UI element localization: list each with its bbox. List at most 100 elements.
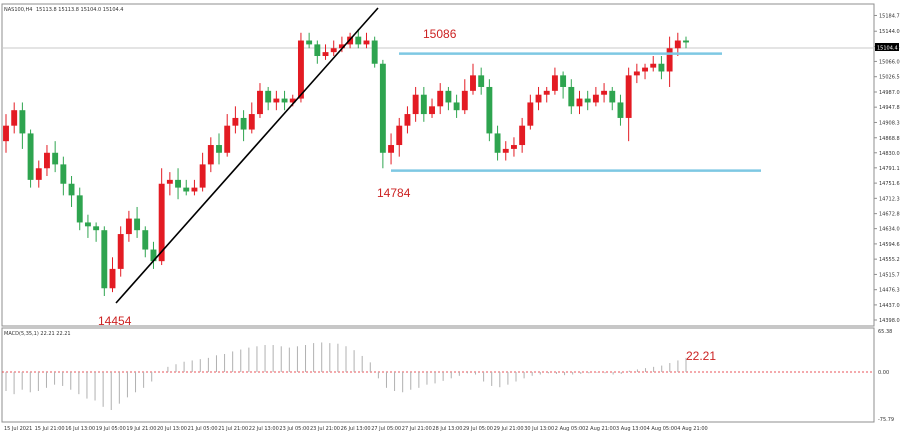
y-tick-label: 15184.7 [879,13,900,19]
trend-line[interactable] [115,7,379,304]
candle-body [19,110,26,134]
current-price-marker [875,43,899,51]
high-label: 15086 [423,27,457,41]
x-tick-label: 15 Jul 21:00 [35,426,65,432]
candle-body [584,98,591,103]
candle-body [248,114,255,130]
macd-frame [1,327,875,423]
y-tick-label: 14751.6 [879,181,900,187]
price-axis: 15184.7 15144.0 15104.4 15066.0 15026.5 14987… [874,13,900,324]
candle-body [478,75,485,87]
x-tick-label: 16 Jul 13:00 [65,426,95,432]
candle-body [93,226,100,231]
candle-body [355,36,362,45]
x-tick-label: 27 Jul 05:00 [371,426,401,432]
y-tick-label: 14476.3 [879,288,900,294]
x-tick-label: 19 Jul 21:00 [126,426,156,432]
candle-body [207,145,214,165]
current-price-value: 15104.4 [877,46,898,52]
candle-body [437,90,444,107]
candle-body [166,179,173,184]
x-tick-label: 20 Jul 13:00 [157,426,187,432]
candle-body [502,148,509,153]
x-tick-label: 27 Jul 21:00 [402,426,432,432]
x-tick-label: 22 Jul 13:00 [249,426,279,432]
candle-body [134,218,141,231]
candle-body [617,102,624,118]
candle-body [273,98,280,103]
candle-body [297,40,304,99]
candle-body [289,98,296,103]
candle-body [306,40,313,45]
candle-body [511,145,517,149]
y-tick-label: 14672.8 [879,212,900,218]
candle-body [330,48,337,53]
x-tick-label: 26 Jul 13:00 [341,426,371,432]
candle-body [76,195,83,223]
y-tick-label: 14712.3 [879,196,900,202]
candle-body [470,75,476,91]
y-tick-label: 14555.2 [879,257,900,263]
x-tick-label: 4 Aug 05:00 [647,426,678,432]
y-tick-label: 14947.8 [879,105,900,111]
x-tick-label: 30 Jul 13:00 [524,426,554,432]
candle-body [175,179,181,188]
x-tick-label: 28 Jul 13:00 [432,426,462,432]
support-label: 14784 [377,186,411,200]
y-tick-label: 14908.3 [879,120,900,126]
candle-body [363,40,370,45]
candle-body [568,86,575,107]
candle-body [101,230,108,289]
candle-body [314,44,321,56]
candle-body [52,152,59,165]
candle-body [158,183,165,262]
y-tick-label: 14830.0 [879,151,900,157]
time-axis: 15 Jul 2021 15 Jul 21:00 16 Jul 13:00 19 Ju… [4,426,708,432]
y-tick-label: 14398.0 [879,318,900,324]
candle-body [109,268,116,289]
y-tick-label: 14437.0 [879,303,900,309]
macd-value-label: 22.21 [686,349,716,363]
ohlc-readout: 15113.8 15113.8 15104.0 15104.4 [36,7,123,13]
x-tick-label: 23 Jul 21:00 [310,426,340,432]
candle-body [642,67,648,72]
candle-body [60,164,67,184]
candle-body [560,75,567,87]
candle-body [666,48,673,72]
candle-body [191,187,198,192]
candle-body [453,102,460,111]
candle-body [527,102,534,126]
candle-body [486,86,493,134]
x-tick-label: 23 Jul 05:00 [279,426,309,432]
candle-body [412,94,419,115]
y-tick-label: 14868.8 [879,136,900,142]
candle-body [11,110,18,126]
y-tick-label: 14594.6 [879,242,900,248]
candle-body [142,230,149,250]
candle-body [117,234,124,269]
candle-body [551,75,558,91]
y-tick-label: 14791.1 [879,166,900,172]
candle-body [338,44,345,49]
candle-body [27,133,34,180]
candle-body [322,52,329,56]
candle-body [519,125,526,146]
candle-body [658,63,665,72]
candle-body [683,40,689,43]
candle-body [494,133,501,153]
main-chart-frame [1,3,875,327]
macd-scale-bottom: -75.79 [878,417,894,423]
candle-body [84,222,91,227]
y-tick-label: 15144.0 [879,29,900,35]
y-tick-label: 15066.0 [879,59,900,65]
x-tick-label: 21 Jul 21:00 [218,426,248,432]
candle-body [609,90,616,103]
y-tick-label: 14987.0 [879,90,900,96]
x-tick-label: 29 Jul 21:00 [494,426,524,432]
candle-body [576,98,583,107]
candle-body [633,71,640,76]
candle-body [429,106,435,115]
symbol-title: NAS100,H4 [4,7,32,13]
candle-body [674,40,681,49]
